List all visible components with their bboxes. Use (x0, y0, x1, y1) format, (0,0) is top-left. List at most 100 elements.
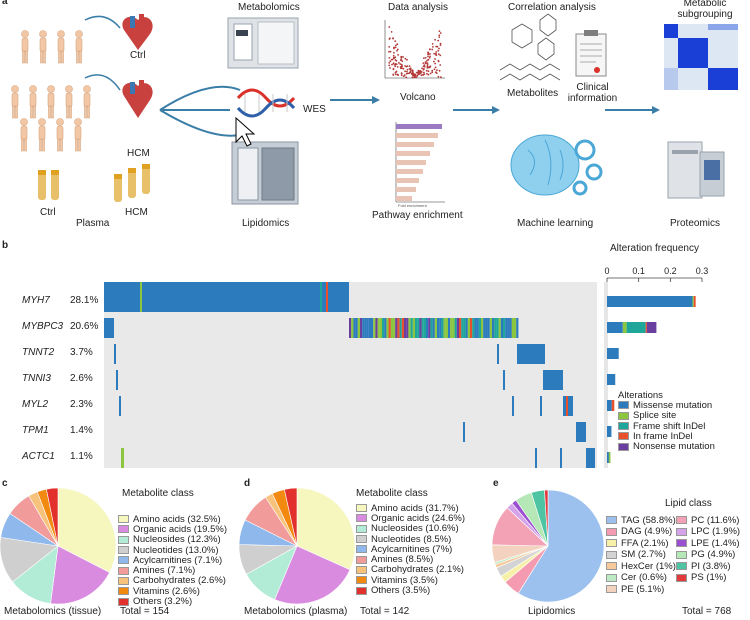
pie-slice (296, 487, 356, 571)
oncoprint-cell (487, 318, 490, 338)
oncoprint-cell (509, 318, 512, 338)
oncoprint-cell (415, 318, 418, 338)
pie-legend-item: SM (2.7%) (606, 549, 666, 561)
alteration-frequency-title: Alteration frequency (610, 243, 699, 254)
volcano-dot (388, 46, 391, 48)
legend-item: In frame InDel (606, 431, 715, 442)
oncoprint-cell (494, 318, 497, 338)
pie-legend-item: Nucleotides (13.0%) (118, 544, 219, 556)
volcano-dot (388, 26, 391, 28)
pie-legend-swatch (676, 516, 687, 525)
legend-item: Nonsense mutation (606, 441, 715, 452)
volcano-dot (395, 63, 398, 66)
pie-legend-item: TAG (58.8%) (606, 514, 676, 526)
pie-legend-label: Carbohydrates (2.6%) (133, 575, 226, 587)
freq-bar-segment (646, 322, 657, 333)
pie-legend-item: Amines (7.1%) (118, 565, 195, 576)
panel-a-letter: a (2, 0, 8, 7)
oncoprint-cell (500, 318, 503, 338)
pie-slice (50, 545, 111, 605)
volcano-dot (426, 63, 429, 66)
volcano-dot (393, 46, 395, 49)
volcano-dot (427, 73, 430, 76)
volcano-dot (435, 72, 438, 74)
proteomics-label: Proteomics (670, 218, 721, 229)
pie-legend-label: Nucleotides (13.0%) (133, 544, 219, 556)
volcano-dot (422, 74, 424, 76)
pie-legend-swatch (356, 586, 367, 595)
panel-a-illustration (11, 13, 738, 205)
gene-label: MYH7 (22, 295, 50, 306)
volcano-dot (397, 61, 400, 64)
volcano-dot (427, 51, 429, 54)
oncoprint-cell (511, 318, 514, 338)
oncoprint-cell (503, 318, 506, 338)
volcano-dot (399, 63, 402, 65)
oncoprint-cell (463, 318, 466, 338)
volcano-dot (434, 62, 437, 65)
pie-legend-title: Lipid class (665, 498, 712, 509)
pie-legend-label: Cer (0.6%) (621, 572, 667, 584)
volcano-dot (431, 43, 434, 45)
pie-legend-label: SM (2.7%) (621, 549, 666, 561)
volcano-dot (438, 36, 441, 38)
freq-bar-segment (692, 296, 694, 307)
volcano-dot (388, 50, 390, 53)
pie-legend-swatch (356, 555, 367, 564)
volcano-dot (393, 51, 395, 54)
pie-legend-title: Metabolite class (356, 488, 428, 499)
oncoprint-cell (353, 318, 356, 338)
freq-bar-segment (608, 452, 611, 463)
volcano-dot (395, 44, 397, 47)
oncoprint-cell (388, 318, 391, 338)
volcano-dot (408, 68, 411, 70)
volcano-dot (401, 65, 403, 68)
oncoprint-cell (399, 318, 402, 338)
freq-bar-segment (607, 374, 616, 385)
pie-legend-item: Carbohydrates (2.1%) (356, 564, 464, 575)
volcano-dot (411, 69, 413, 72)
oncoprint-cell (496, 318, 499, 338)
volcano-dot (412, 74, 415, 76)
pie-legend-item: LPC (1.9%) (676, 526, 740, 537)
oncoprint-cell (428, 318, 431, 338)
pie-slice (57, 487, 117, 573)
pie-legend-swatch (356, 504, 367, 513)
volcano-dot (413, 76, 415, 79)
volcano-dot (424, 62, 427, 65)
volcano-dot (434, 66, 437, 69)
volcano-dot (439, 32, 442, 34)
oncoprint-cell (364, 318, 367, 338)
pie-legend-item: Amines (8.5%) (356, 554, 433, 565)
metabolomics-instrument-icon (227, 17, 299, 69)
gene-frequency-label: 20.6% (70, 321, 99, 332)
pie-legend-label: TAG (58.8%) (621, 514, 676, 526)
volcano-dot (402, 75, 405, 78)
pie-legend-swatch (356, 576, 367, 585)
pie-legend-swatch (118, 546, 129, 555)
volcano-dot (420, 74, 423, 77)
pie-legend-title: Metabolite class (122, 488, 194, 499)
machine-learning-brain-icon (510, 134, 603, 196)
oncoprint-cell (410, 318, 413, 338)
hcm-tube-label: HCM (125, 207, 148, 218)
oncoprint-cell (393, 318, 396, 338)
gene-frequency-label: 2.6% (70, 373, 93, 384)
volcano-dot (400, 74, 403, 77)
gene-label: MYL2 (22, 399, 49, 410)
pie-legend-swatch (606, 527, 617, 536)
gene-frequency-label: 2.3% (70, 399, 93, 410)
volcano-dot (402, 56, 404, 58)
freq-bar-segment (626, 322, 646, 333)
pie-legend-label: LPE (1.4%) (691, 537, 740, 549)
volcano-dot (433, 60, 435, 63)
volcano-dot (437, 39, 440, 42)
oncoprint-cell (395, 318, 398, 338)
volcano-dot (420, 71, 423, 73)
volcano-dot (403, 74, 406, 76)
pie-legend-item: Nucleosides (10.6%) (356, 523, 459, 534)
pie-legend-label: Organic acids (19.5%) (133, 523, 227, 535)
pie-legend-item: Amino acids (31.7%) (356, 503, 459, 514)
volcano-dot (434, 58, 436, 60)
pie-legend-item: Acylcarnitines (7.1%) (118, 555, 222, 566)
